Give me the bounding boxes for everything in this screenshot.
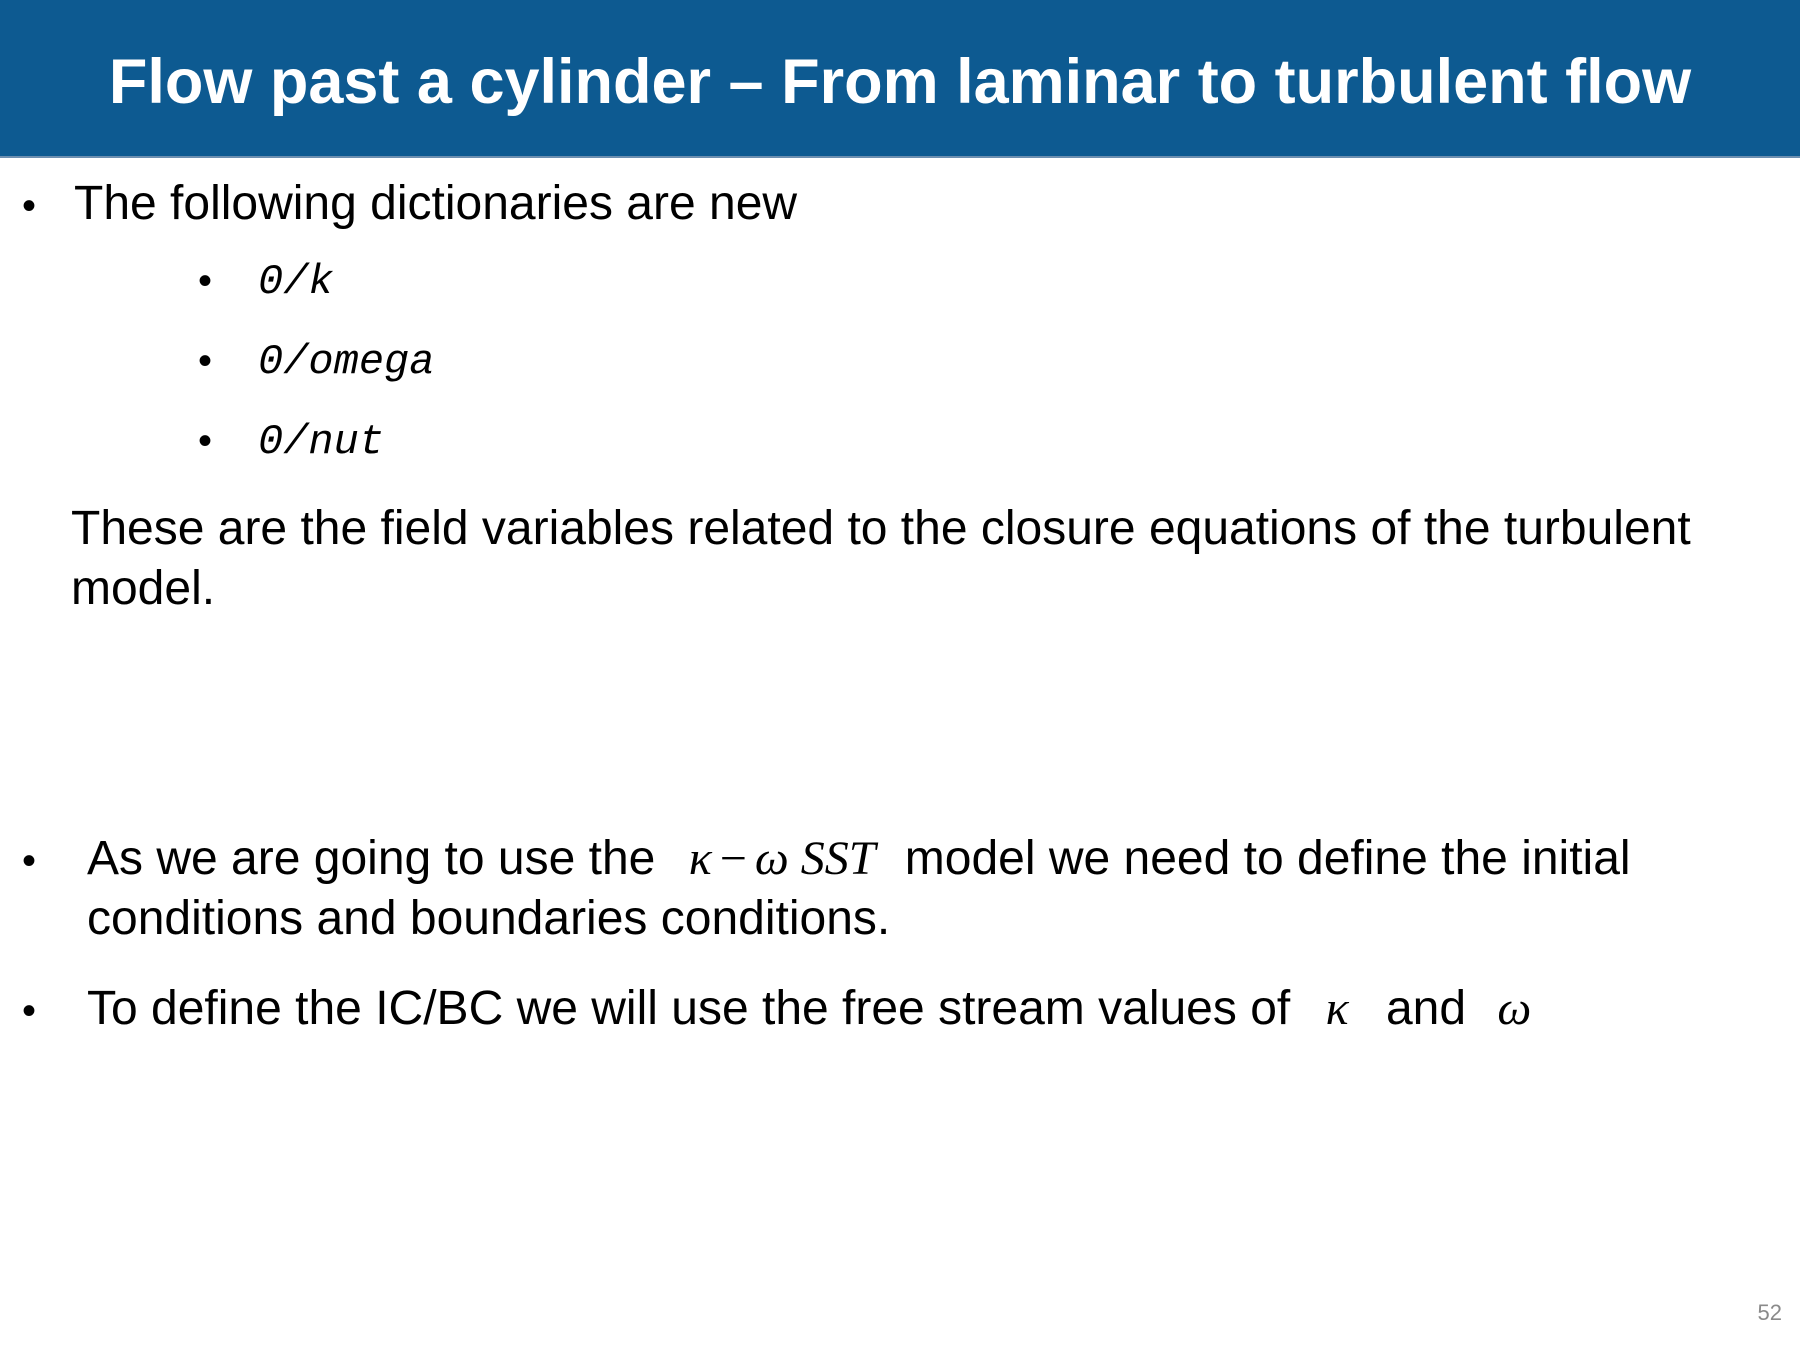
kappa-symbol: κ: [688, 832, 712, 885]
note-line-1: These are the field variables related to…: [71, 502, 1691, 555]
bullet-marker: •: [22, 839, 37, 883]
slide-title: Flow past a cylinder – From laminar to t…: [108, 47, 1692, 117]
bullet-marker: •: [22, 989, 37, 1033]
page-number: 52: [1757, 1300, 1782, 1325]
omega-symbol: ω: [754, 832, 789, 885]
minus-symbol: −: [719, 832, 747, 885]
note-line-2: model.: [71, 562, 216, 615]
sub-bullet-marker: •: [198, 419, 213, 463]
dictionary-item-nut: 0/nut: [258, 418, 385, 466]
and-text: and: [1385, 982, 1467, 1035]
dictionary-item-omega: 0/omega: [258, 338, 435, 386]
kappa-omega-sst-math: κ − ω SST: [669, 832, 876, 885]
sst-bullet-line-1: As we are going to use the κ − ω SST model …: [87, 829, 1631, 889]
sub-bullet-marker: •: [198, 259, 213, 303]
sst-text-before: As we are going to use the: [87, 832, 656, 885]
omega-symbol: ω: [1497, 982, 1532, 1035]
sst-symbol: SST: [800, 832, 876, 885]
title-bar: Flow past a cylinder – From laminar to t…: [0, 0, 1800, 158]
sst-bullet-line-2: conditions and boundaries conditions.: [87, 892, 891, 945]
dictionary-item-k: 0/k: [258, 258, 334, 306]
sst-text-after: model we need to define the initial: [904, 832, 1631, 885]
kappa-symbol: κ: [1325, 982, 1349, 1035]
bullet-marker: •: [22, 184, 37, 228]
dictionaries-heading: The following dictionaries are new: [74, 177, 798, 230]
icbc-bullet-line: To define the IC/BC we will use the free…: [87, 979, 1531, 1039]
icbc-text-before: To define the IC/BC we will use the free…: [87, 982, 1291, 1035]
sub-bullet-marker: •: [198, 339, 213, 383]
